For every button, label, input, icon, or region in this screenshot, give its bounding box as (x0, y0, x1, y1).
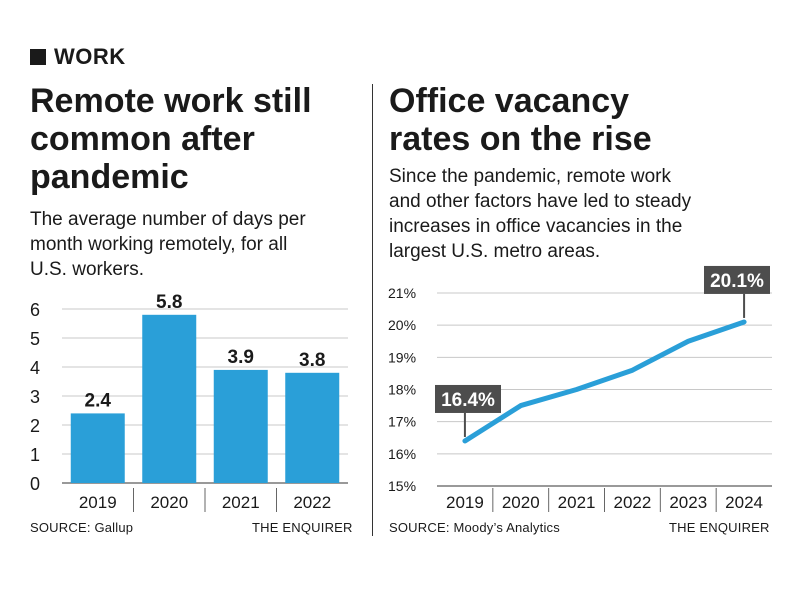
right-source: SOURCE: Moody’s Analytics (389, 520, 560, 535)
left-chart-subtitle: The average number of days per month wor… (30, 207, 306, 282)
right-subtitle-line: increases in office vacancies in the (389, 216, 683, 237)
line-y-tick-label: 20% (388, 317, 416, 333)
line-y-tick-label: 17% (388, 414, 416, 430)
bar-x-tick-label: 2020 (150, 493, 188, 512)
left-title-line: pandemic (30, 158, 189, 196)
annotation-label: 16.4% (441, 390, 495, 411)
right-subtitle-line: Since the pandemic, remote work (389, 166, 671, 187)
line-x-tick-label: 2022 (614, 493, 652, 512)
bar-y-tick-label: 3 (30, 387, 40, 407)
line-y-tick-label: 18% (388, 382, 416, 398)
annotation-label: 20.1% (710, 271, 764, 292)
bar-value-label: 3.9 (228, 347, 254, 368)
right-subtitle-line: and other factors have led to steady (389, 191, 692, 212)
bar-y-tick-label: 2 (30, 416, 40, 436)
left-chart-title: Remote work still common after pandemic (30, 82, 312, 196)
section-square-icon (30, 49, 46, 65)
line-x-tick-label: 2024 (725, 493, 763, 512)
line-x-tick-label: 2019 (446, 493, 484, 512)
bar (285, 372, 340, 483)
line-x-tick-label: 2021 (558, 493, 596, 512)
annotation-box (435, 384, 501, 413)
bar-y-tick-label: 1 (30, 445, 40, 465)
section-tag: WORK (30, 44, 126, 70)
bar-y-tick-label: 4 (30, 358, 40, 378)
bar-value-label: 5.8 (156, 292, 182, 313)
line-series (462, 319, 747, 444)
line-y-tick-label: 16% (388, 446, 416, 462)
bar-x-tick-label: 2021 (222, 493, 260, 512)
left-source: SOURCE: Gallup (30, 520, 134, 535)
annotation-box (704, 265, 770, 294)
right-credit: THE ENQUIRER (669, 520, 770, 535)
bar-value-label: 3.8 (299, 350, 325, 371)
bar-value-label: 2.4 (85, 390, 112, 411)
right-title-line: Office vacancy (389, 82, 630, 120)
line-x-tick-label: 2020 (502, 493, 540, 512)
line-y-tick-label: 21% (388, 285, 416, 301)
right-title-line: rates on the rise (389, 120, 652, 158)
bar (213, 369, 268, 483)
bar-y-tick-label: 5 (30, 329, 40, 349)
left-subtitle-line: The average number of days per (30, 209, 306, 230)
left-subtitle-line: month working remotely, for all (30, 234, 288, 255)
section-label: WORK (54, 44, 126, 69)
right-chart-title: Office vacancy rates on the rise (389, 82, 652, 158)
right-chart-subtitle: Since the pandemic, remote work and othe… (389, 164, 691, 264)
bar-x-tick-label: 2019 (79, 493, 117, 512)
bar (142, 314, 197, 483)
panel-divider (372, 84, 373, 536)
bar-x-tick-label: 2022 (293, 493, 331, 512)
bar-y-tick-label: 0 (30, 474, 40, 494)
left-subtitle-line: U.S. workers. (30, 259, 145, 280)
bar-y-tick-label: 6 (30, 300, 40, 320)
bar (70, 413, 125, 483)
left-title-line: common after (30, 120, 255, 158)
left-title-line: Remote work still (30, 82, 312, 120)
left-credit: THE ENQUIRER (252, 520, 353, 535)
right-subtitle-line: largest U.S. metro areas. (389, 241, 601, 262)
line-y-tick-label: 15% (388, 478, 416, 494)
line-y-tick-label: 19% (388, 349, 416, 365)
line-x-tick-label: 2023 (669, 493, 707, 512)
